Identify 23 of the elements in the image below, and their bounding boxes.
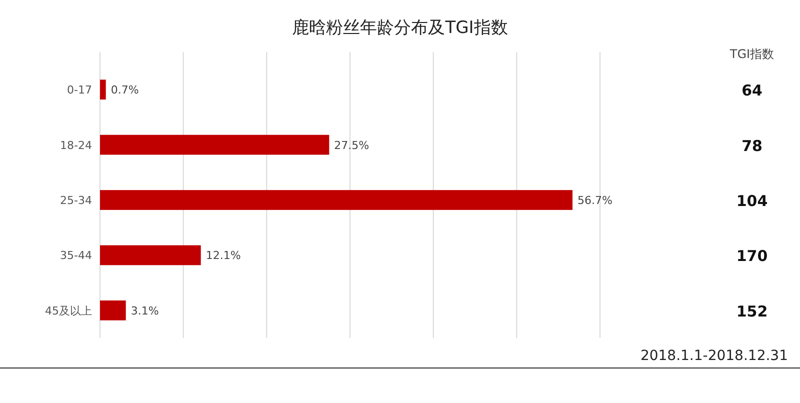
bar	[100, 300, 126, 320]
bar	[100, 80, 106, 100]
text: 78	[742, 136, 762, 155]
y-tick-label: 35-44	[60, 249, 92, 262]
data-label: 0.7%	[110, 84, 139, 97]
text: 2018.1.1-2018.12.31	[640, 348, 788, 364]
data-label: 27.5%	[334, 138, 370, 152]
y-tick-label: 18-24	[60, 138, 92, 152]
data-label: 56.7%	[578, 194, 612, 207]
y-tick-label: 25-34	[60, 194, 92, 207]
bar	[100, 245, 201, 266]
text: 152	[736, 302, 768, 320]
text: 170	[736, 247, 768, 266]
chart-title: 鹿晗粉丝年龄分布及TGI指数	[292, 18, 508, 38]
text: TGI指数	[728, 47, 774, 61]
text: 104	[736, 192, 768, 210]
data-label: 12.1%	[206, 249, 241, 262]
data-label: 3.1%	[130, 304, 159, 318]
y-tick-label: 45及以上	[45, 304, 92, 318]
y-tick-label: 0-17	[67, 84, 92, 97]
bar	[100, 190, 572, 210]
text: 64	[742, 82, 762, 100]
bar	[100, 134, 330, 155]
